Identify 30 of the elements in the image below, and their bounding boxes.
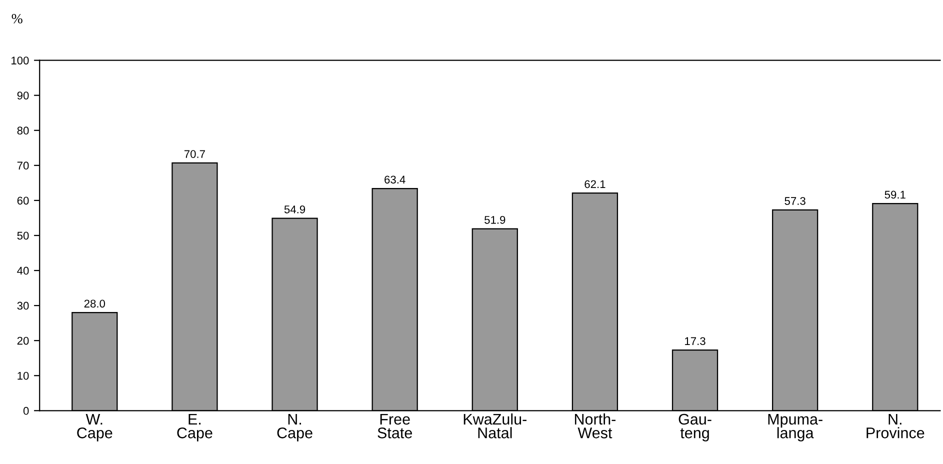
y-tick-label: 10: [18, 372, 29, 380]
data-label: 63.4: [384, 176, 406, 184]
x-tick-label: W. Cape: [77, 414, 112, 442]
data-label: 28.0: [84, 300, 106, 308]
y-tick-label: 60: [17, 196, 29, 205]
x-tick-label: North- West: [574, 413, 616, 438]
y-tick-label: 0: [23, 406, 29, 415]
data-label: 17.3: [685, 337, 706, 346]
data-label: 54.9: [284, 205, 306, 214]
y-tick-label: 90: [17, 92, 29, 100]
y-tick-label: 80: [17, 126, 29, 135]
y-tick-label: 50: [17, 232, 29, 240]
data-label: 70.7: [184, 150, 205, 158]
x-tick-label: Gau- teng: [678, 414, 712, 442]
x-tick-label: Free State: [378, 414, 412, 438]
y-axis-title: %: [12, 14, 22, 24]
y-tick-label: 100: [12, 56, 29, 64]
data-label: 57.3: [784, 197, 806, 205]
y-tick-label: 40: [17, 266, 29, 275]
x-tick-label: KwaZulu- Natal: [464, 413, 526, 438]
data-label: 51.9: [484, 216, 506, 224]
x-tick-label: N. Province: [866, 414, 924, 438]
x-tick-label: E. Cape: [177, 414, 212, 442]
y-tick-label: 70: [17, 162, 29, 170]
y-tick-label: 20: [17, 336, 29, 345]
data-label: 62.1: [584, 180, 606, 188]
y-tick-label: 30: [17, 302, 29, 310]
x-tick-label: Mpuma- langa: [768, 414, 822, 442]
x-tick-label: N. Cape: [277, 414, 312, 442]
data-label: 59.1: [884, 190, 906, 199]
